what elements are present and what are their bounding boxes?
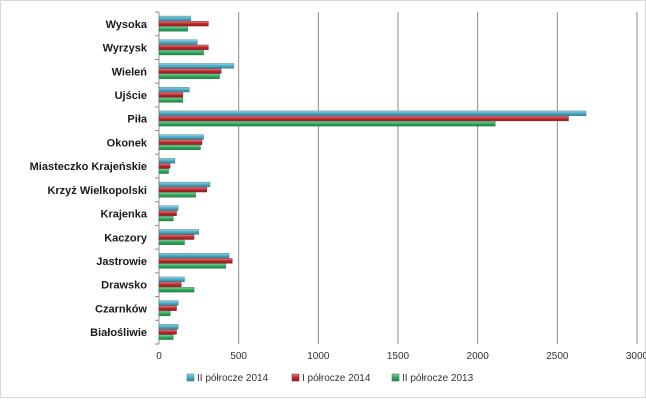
bar xyxy=(158,92,184,98)
bar xyxy=(158,324,179,330)
bar xyxy=(158,329,177,335)
bar xyxy=(158,110,587,116)
legend-label: II półrocze 2013 xyxy=(402,373,474,384)
bar xyxy=(158,121,496,127)
legend-label: II półrocze 2014 xyxy=(197,373,269,384)
bar xyxy=(158,86,190,93)
bar xyxy=(158,215,174,222)
bar xyxy=(158,192,196,198)
bar xyxy=(158,287,195,293)
bar xyxy=(158,115,569,122)
category-label: Wysoka xyxy=(106,19,148,31)
bar xyxy=(158,181,211,188)
category-label: Wyrzysk xyxy=(103,43,148,55)
bars-layer xyxy=(158,15,587,340)
bar xyxy=(158,229,200,235)
bar xyxy=(158,234,195,240)
category-label: Drawsko xyxy=(101,280,147,292)
category-label: Kaczory xyxy=(104,232,148,244)
bar xyxy=(158,144,201,151)
bar xyxy=(158,158,176,164)
category-label: Wieleń xyxy=(112,66,148,78)
bar xyxy=(158,163,171,169)
bar xyxy=(158,310,171,317)
bar xyxy=(158,21,209,27)
bar xyxy=(158,305,177,311)
x-tick-label: 3000 xyxy=(626,351,646,362)
legend: II półrocze 2014 I półrocze 2014 II półroc… xyxy=(186,373,474,384)
category-label: Miasteczko Krajeńskie xyxy=(30,161,147,173)
bar xyxy=(158,300,179,306)
bar xyxy=(158,26,188,32)
bar xyxy=(158,134,204,140)
bar xyxy=(158,210,177,216)
x-tick-labels: 0 500 1000 1500 2000 2500 3000 xyxy=(156,351,646,362)
category-label: Piła xyxy=(127,114,147,126)
category-label: Czarnków xyxy=(95,303,147,315)
x-tick-label: 0 xyxy=(156,351,162,362)
x-tick-label: 1000 xyxy=(307,351,330,362)
legend-label: I półrocze 2014 xyxy=(302,373,371,384)
bar xyxy=(158,239,185,245)
x-tick-label: 2000 xyxy=(467,351,490,362)
bar xyxy=(158,39,198,45)
bar xyxy=(158,281,182,288)
bar xyxy=(158,187,207,193)
bar xyxy=(158,205,179,211)
bar xyxy=(158,49,204,56)
grid-layer xyxy=(155,11,638,345)
bar xyxy=(158,168,169,174)
bar xyxy=(158,44,209,50)
legend-swatch xyxy=(186,373,195,382)
bar xyxy=(158,252,230,259)
category-label: Ujście xyxy=(115,90,147,102)
bar xyxy=(158,73,220,79)
bar xyxy=(158,258,233,264)
bar xyxy=(158,97,184,103)
category-label: Jastrowie xyxy=(96,256,147,268)
legend-swatch xyxy=(391,373,400,382)
category-labels: Wysoka Wyrzysk Wieleń Ujście Piła Okonek Miast… xyxy=(30,19,148,339)
bar xyxy=(158,263,227,269)
bar xyxy=(158,334,174,340)
bar xyxy=(158,63,235,69)
category-label: Krzyż Wielkopolski xyxy=(47,185,147,197)
category-label: Krajenka xyxy=(101,209,148,221)
x-tick-label: 1500 xyxy=(387,351,410,362)
x-tick-label: 500 xyxy=(230,351,247,362)
bar xyxy=(158,15,192,22)
legend-swatch xyxy=(291,373,300,382)
category-label: Białośliwie xyxy=(90,327,147,339)
bar xyxy=(158,139,203,145)
bar xyxy=(158,68,222,74)
bar xyxy=(158,276,185,282)
x-tick-label: 2500 xyxy=(546,351,569,362)
category-label: Okonek xyxy=(107,137,148,149)
